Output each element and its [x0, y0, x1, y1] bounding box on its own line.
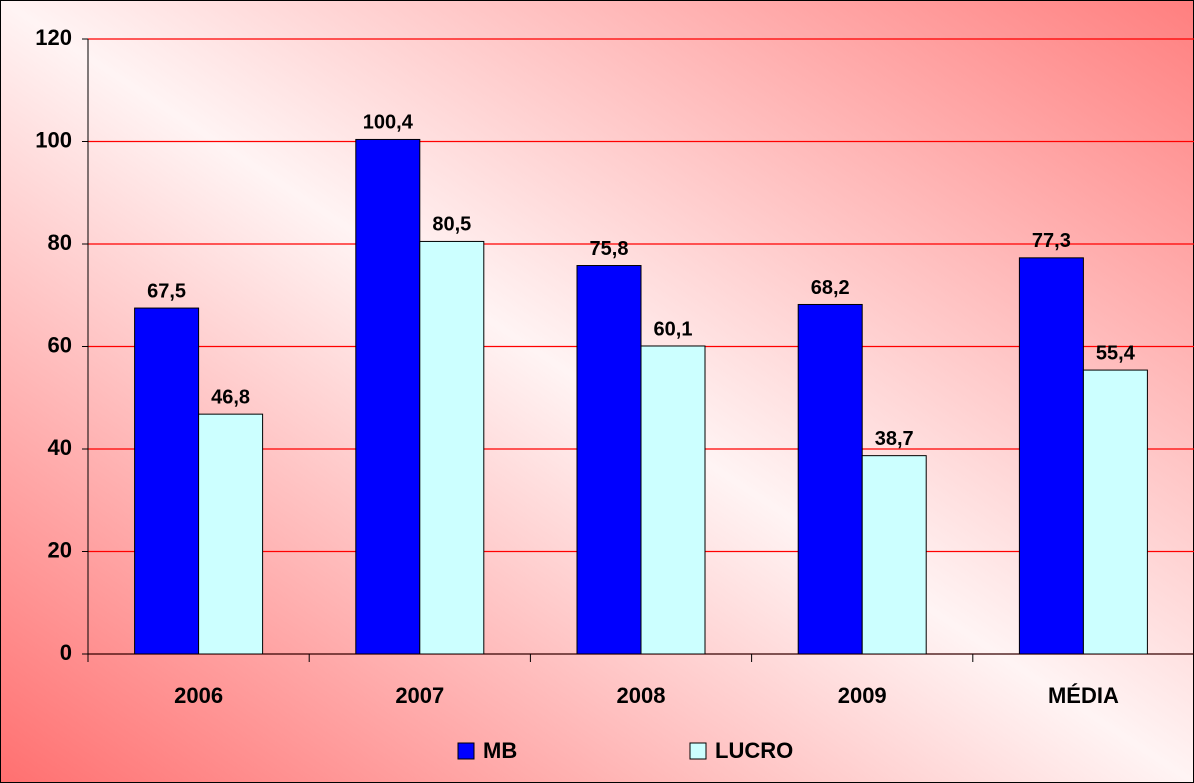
legend-label: LUCRO	[715, 738, 793, 763]
value-label: 55,4	[1096, 342, 1136, 364]
bar	[419, 240, 485, 655]
bar	[576, 265, 642, 655]
bar	[198, 413, 264, 655]
value-label: 77,3	[1032, 230, 1071, 252]
value-label: 67,5	[147, 280, 186, 302]
value-label: 75,8	[590, 238, 629, 260]
y-tick-label: 100	[35, 127, 72, 152]
value-label: 46,8	[211, 386, 250, 408]
y-tick-label: 20	[48, 537, 72, 562]
legend-swatch	[689, 742, 707, 760]
x-tick-label: 2009	[838, 683, 887, 708]
value-label: 60,1	[654, 318, 693, 340]
legend-swatch	[457, 742, 475, 760]
x-tick-label: 2007	[395, 683, 444, 708]
value-label: 80,5	[432, 214, 471, 236]
x-tick-label: MÉDIA	[1048, 683, 1119, 708]
legend-label: MB	[483, 738, 517, 763]
x-tick-label: 2008	[617, 683, 666, 708]
y-tick-label: 0	[60, 640, 72, 665]
bar	[355, 138, 421, 655]
bar	[134, 307, 200, 655]
value-label: 68,2	[811, 277, 850, 299]
bar	[640, 345, 706, 655]
bar	[1018, 257, 1084, 655]
value-label: 100,4	[363, 112, 414, 134]
y-tick-label: 80	[48, 230, 72, 255]
bar	[1082, 369, 1148, 655]
bar	[797, 303, 863, 655]
y-tick-label: 40	[48, 435, 72, 460]
bar	[861, 455, 927, 655]
y-tick-label: 60	[48, 332, 72, 357]
y-tick-label: 120	[35, 25, 72, 50]
x-tick-label: 2006	[174, 683, 223, 708]
value-label: 38,7	[875, 428, 914, 450]
